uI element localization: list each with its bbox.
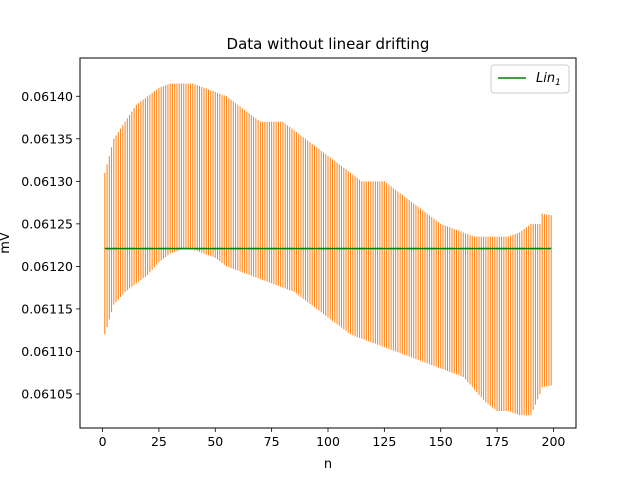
legend-label-main: Lin [536, 71, 555, 86]
legend-box [490, 64, 570, 94]
y-tick-label: 0.06130 [21, 174, 73, 189]
y-tick-label: 0.06115 [21, 301, 73, 316]
x-tick-label: 0 [99, 434, 107, 449]
x-tick-label: 175 [485, 434, 509, 449]
y-tick-label: 0.06120 [21, 259, 73, 274]
x-tick-label: 200 [542, 434, 566, 449]
y-tick-label: 0.06125 [21, 216, 73, 231]
x-tick-label: 75 [264, 434, 280, 449]
legend-label: Lin1 [536, 71, 561, 88]
y-tick-label: 0.06140 [21, 89, 73, 104]
y-tick-label: 0.06105 [21, 386, 73, 401]
legend-label-subscript: 1 [555, 78, 561, 88]
x-tick-label: 100 [316, 434, 340, 449]
x-axis-label: n [324, 457, 332, 472]
errorbar-series [104, 83, 552, 416]
x-tick-label: 150 [429, 434, 453, 449]
x-tick-label: 125 [372, 434, 396, 449]
y-axis: 0.06105 0.06110 0.06115 0.06120 0.06125 0.061… [21, 89, 80, 401]
y-tick-label: 0.06110 [21, 344, 73, 359]
legend: Lin1 [490, 64, 570, 94]
x-axis: 0 25 50 75 100 125 150 175 200 [99, 428, 566, 449]
y-tick-label: 0.06135 [21, 131, 73, 146]
x-tick-label: 25 [151, 434, 167, 449]
x-tick-label: 50 [207, 434, 223, 449]
chart-title: Data without linear drifting [227, 35, 430, 53]
y-axis-label: mV [0, 232, 13, 254]
